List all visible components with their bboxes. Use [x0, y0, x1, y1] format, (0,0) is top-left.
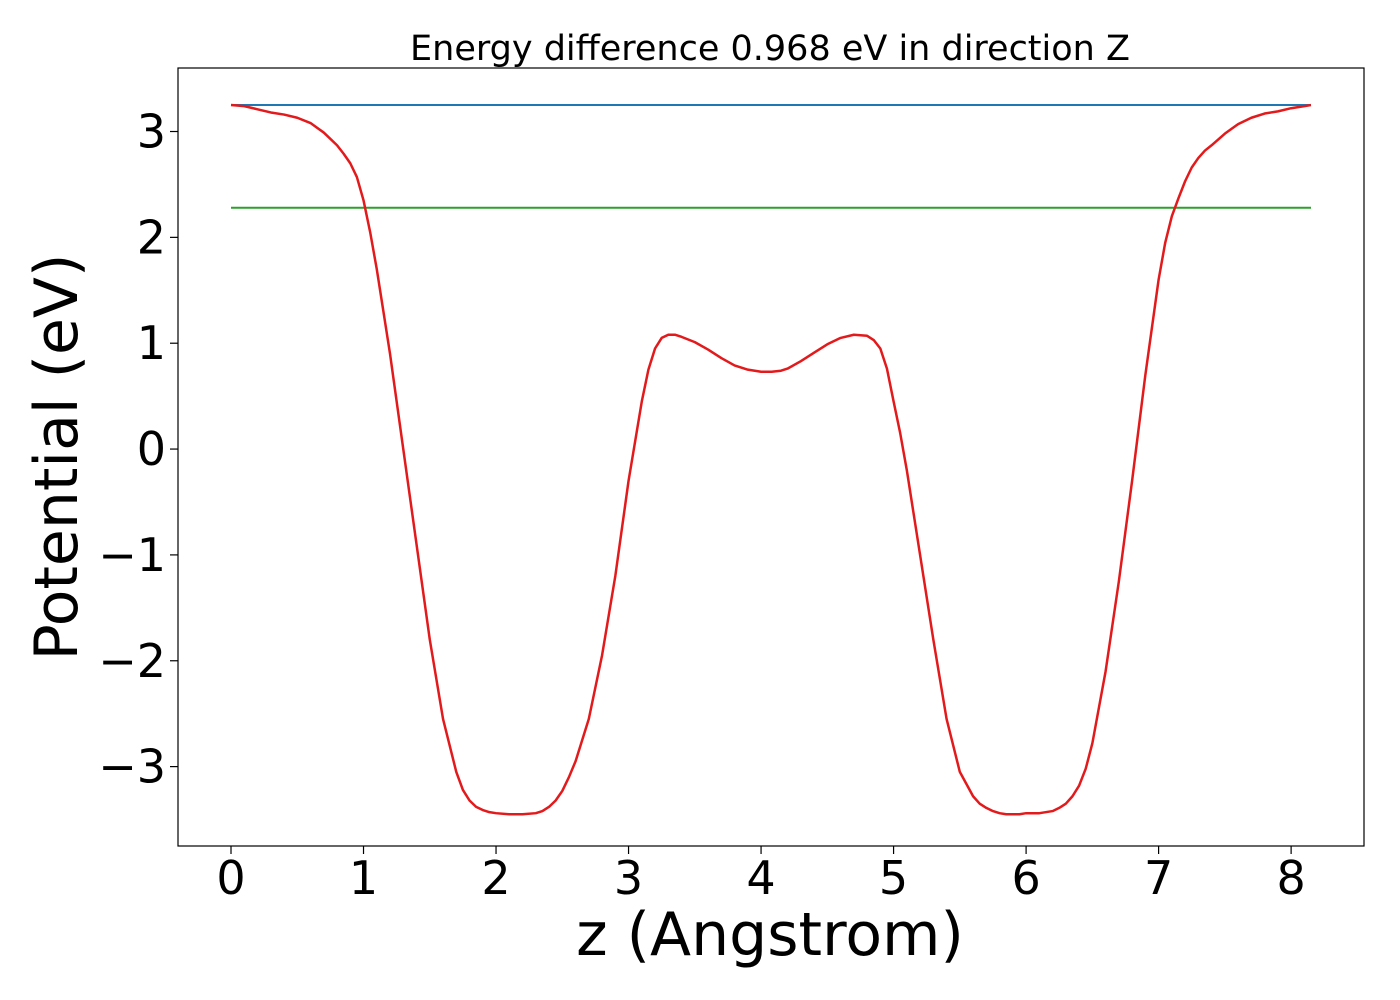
plot-area-frame — [177, 67, 1365, 847]
x-tick-label: 8 — [1276, 851, 1305, 905]
x-tick-label: 7 — [1144, 851, 1173, 905]
y-tick-label: 2 — [137, 210, 166, 264]
potential-curve — [230, 103, 1312, 816]
y-axis-label: Potential (eV) — [22, 254, 92, 661]
x-tick-label: 4 — [746, 851, 775, 905]
y-tick-label: −2 — [98, 634, 166, 688]
x-axis-label: z (Angstrom) — [576, 900, 964, 970]
x-tick-label: 0 — [216, 851, 245, 905]
x-tick-label: 1 — [349, 851, 378, 905]
y-tick-label: −3 — [98, 740, 166, 794]
y-tick-label: 3 — [137, 105, 166, 159]
x-axis: 0 1 2 3 4 5 6 7 8 — [216, 846, 1306, 905]
x-tick-label: 5 — [879, 851, 908, 905]
x-tick-label: 2 — [481, 851, 510, 905]
x-tick-label: 6 — [1011, 851, 1040, 905]
y-tick-label: 0 — [137, 422, 166, 476]
y-axis: −3 −2 −1 0 1 2 3 — [98, 105, 178, 794]
series-layer — [230, 103, 1312, 816]
y-tick-label: 1 — [137, 316, 166, 370]
y-tick-label: −1 — [98, 528, 166, 582]
chart-title: Energy difference 0.968 eV in direction … — [410, 29, 1130, 69]
x-tick-label: 3 — [614, 851, 643, 905]
